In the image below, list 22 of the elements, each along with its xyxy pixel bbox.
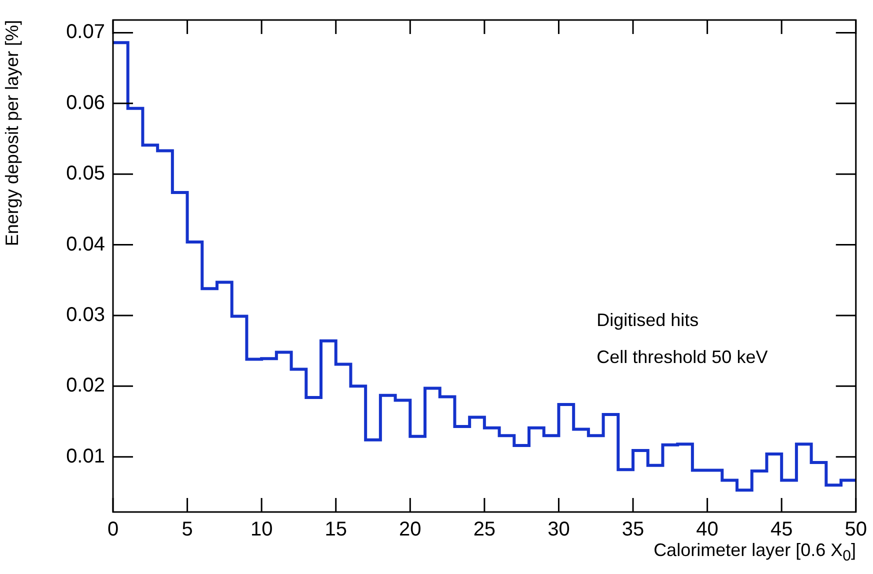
- x-axis-title: Calorimeter layer [0.6 X$_{0}$]: [654, 540, 856, 565]
- y-tick-label: 0.07: [66, 21, 105, 44]
- y-tick-label: 0.04: [66, 233, 105, 256]
- y-axis-title: Energy deposit per layer [%]: [2, 20, 22, 246]
- x-tick-label: 45: [770, 518, 793, 541]
- x-tick-label: 10: [250, 518, 273, 541]
- y-tick-label: 0.03: [66, 304, 105, 326]
- y-tick-label: 0.05: [66, 162, 105, 185]
- x-tick-label: 20: [399, 518, 422, 541]
- annotation: Cell threshold 50 keV: [596, 346, 768, 367]
- annotation: Digitised hits: [596, 310, 699, 330]
- x-tick-label: 25: [473, 518, 496, 541]
- x-tick-label: 5: [182, 518, 193, 541]
- y-tick-label: 0.01: [66, 445, 105, 468]
- x-tick-label: 40: [696, 518, 718, 541]
- x-tick-label: 0: [107, 518, 119, 541]
- y-tick-label: 0.02: [66, 374, 105, 397]
- x-tick-label: 15: [324, 518, 347, 541]
- x-tick-label: 30: [548, 518, 570, 541]
- x-tick-label: 35: [622, 518, 644, 541]
- y-tick-label: 0.06: [66, 92, 105, 114]
- x-tick-label: 50: [844, 518, 867, 541]
